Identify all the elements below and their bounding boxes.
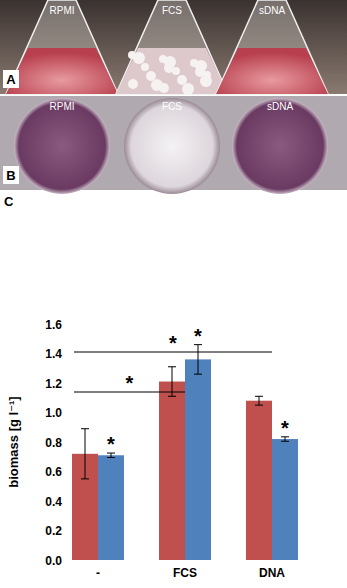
- annotation: *: [194, 325, 202, 347]
- tick-label: 1.0: [45, 406, 62, 420]
- tick: [65, 501, 68, 502]
- flask-liquid: [6, 48, 118, 94]
- significance-label: *: [169, 332, 177, 354]
- caption: RPMI: [50, 5, 75, 16]
- foam: [172, 67, 180, 75]
- error-bar: [194, 345, 202, 375]
- error-cap: [81, 478, 89, 479]
- annotation: *: [107, 433, 115, 455]
- foam: [159, 83, 169, 93]
- tick: [65, 560, 68, 561]
- foam: [141, 63, 149, 71]
- tick-label: 0.6: [45, 465, 62, 479]
- tick-label: 1.2: [45, 377, 62, 391]
- flask: [216, 0, 328, 94]
- bar: [159, 382, 185, 560]
- flask-liquid: [116, 48, 228, 94]
- panel-label: B: [6, 168, 15, 183]
- panel-label-box: [3, 70, 19, 88]
- flask: [6, 0, 118, 94]
- error-cap: [281, 441, 289, 442]
- flask: [116, 0, 228, 94]
- bar: [185, 359, 211, 560]
- panel-label: C: [4, 194, 14, 209]
- tick-label: 0.8: [45, 436, 62, 450]
- error-bar: [255, 396, 263, 405]
- bar: [246, 401, 272, 560]
- error-stem: [259, 396, 260, 405]
- error-bar: [81, 429, 89, 479]
- category-label: FCS: [173, 566, 197, 580]
- error-cap: [107, 457, 115, 458]
- axis-title: biomass [g l⁻¹]: [6, 396, 21, 487]
- error-cap: [168, 396, 176, 397]
- panel-label-box: [3, 166, 19, 184]
- foam: [195, 60, 207, 72]
- category-label: -: [96, 566, 100, 580]
- caption: sDNA: [267, 101, 293, 112]
- plate: [124, 98, 220, 194]
- tick-label: 0.2: [45, 524, 62, 538]
- tick-label: 0.0: [45, 554, 62, 568]
- foam: [128, 79, 138, 89]
- foam: [203, 71, 211, 79]
- bar: [272, 439, 298, 560]
- caption: FCS: [162, 101, 182, 112]
- error-cap: [255, 396, 263, 397]
- tick: [65, 530, 68, 531]
- tick-label: 1.4: [45, 347, 62, 361]
- error-cap: [168, 366, 176, 367]
- bars: [72, 345, 298, 560]
- photo-a-background: [0, 0, 347, 94]
- panel-label: A: [6, 72, 16, 87]
- error-cap: [255, 405, 263, 406]
- foam: [164, 56, 176, 68]
- significance-label: *: [126, 372, 134, 394]
- tick: [65, 442, 68, 443]
- foam: [133, 52, 145, 64]
- error-cap: [194, 374, 202, 375]
- caption: RPMI: [50, 101, 75, 112]
- category-label: DNA: [259, 566, 285, 580]
- tick-label: 0.4: [45, 495, 62, 509]
- error-stem: [85, 429, 86, 479]
- tick-label: 1.6: [45, 318, 62, 332]
- plate: [14, 98, 110, 194]
- annotation: *: [281, 417, 289, 439]
- foam: [146, 71, 156, 81]
- foam: [182, 83, 194, 95]
- caption: FCS: [162, 5, 182, 16]
- error-cap: [81, 428, 89, 429]
- tick: [65, 412, 68, 413]
- tick: [65, 324, 68, 325]
- error-stem: [198, 345, 199, 375]
- bar: [98, 455, 124, 560]
- tick: [65, 353, 68, 354]
- figure: RPMI FCS sDNA A RPMI FCS sDNA BCbiomass [g l⁻¹]…: [0, 0, 347, 588]
- plate: [232, 98, 328, 194]
- tick: [65, 471, 68, 472]
- flask-liquid: [216, 48, 328, 94]
- caption: sDNA: [259, 5, 285, 16]
- tick: [65, 383, 68, 384]
- foam: [177, 75, 187, 85]
